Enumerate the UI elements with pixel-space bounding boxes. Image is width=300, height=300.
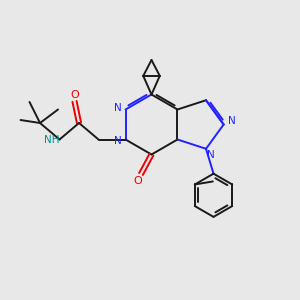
Text: NH: NH bbox=[44, 135, 60, 145]
Text: N: N bbox=[113, 103, 121, 113]
Text: N: N bbox=[228, 116, 236, 126]
Text: O: O bbox=[70, 90, 79, 100]
Text: N: N bbox=[207, 150, 214, 161]
Text: O: O bbox=[134, 176, 142, 186]
Text: N: N bbox=[113, 136, 121, 146]
